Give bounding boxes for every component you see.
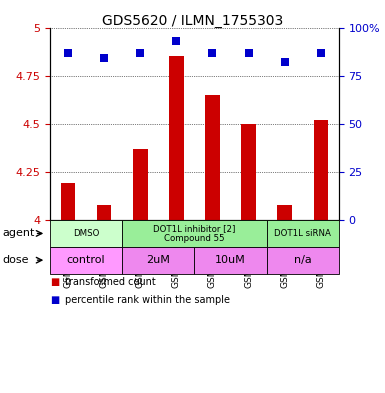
Point [65,50,71,56]
Point [246,50,252,56]
Text: DOT1L inhibitor [2]
Compound 55: DOT1L inhibitor [2] Compound 55 [153,224,236,243]
Bar [133,149,147,220]
Text: transformed count: transformed count [65,277,156,287]
Bar [97,205,111,220]
Bar [278,205,292,220]
Text: DMSO: DMSO [73,229,99,238]
Text: DOT1L siRNA: DOT1L siRNA [274,229,331,238]
Point [137,50,143,56]
Text: 2uM: 2uM [146,255,170,265]
Bar [313,120,328,220]
Text: GDS5620 / ILMN_1755303: GDS5620 / ILMN_1755303 [102,14,283,28]
Text: percentile rank within the sample: percentile rank within the sample [65,295,231,305]
Text: n/a: n/a [294,255,311,265]
Bar [205,95,220,220]
Point [281,59,288,65]
Text: 10uM: 10uM [215,255,246,265]
Text: ■: ■ [50,277,59,287]
Bar [169,57,184,220]
Text: dose: dose [2,255,28,265]
Bar [241,124,256,220]
Point [209,50,216,56]
Text: agent: agent [2,228,34,239]
Point [318,50,324,56]
Text: ■: ■ [50,295,59,305]
Point [173,38,179,44]
Text: control: control [67,255,105,265]
Bar [61,184,75,220]
Point [101,55,107,61]
